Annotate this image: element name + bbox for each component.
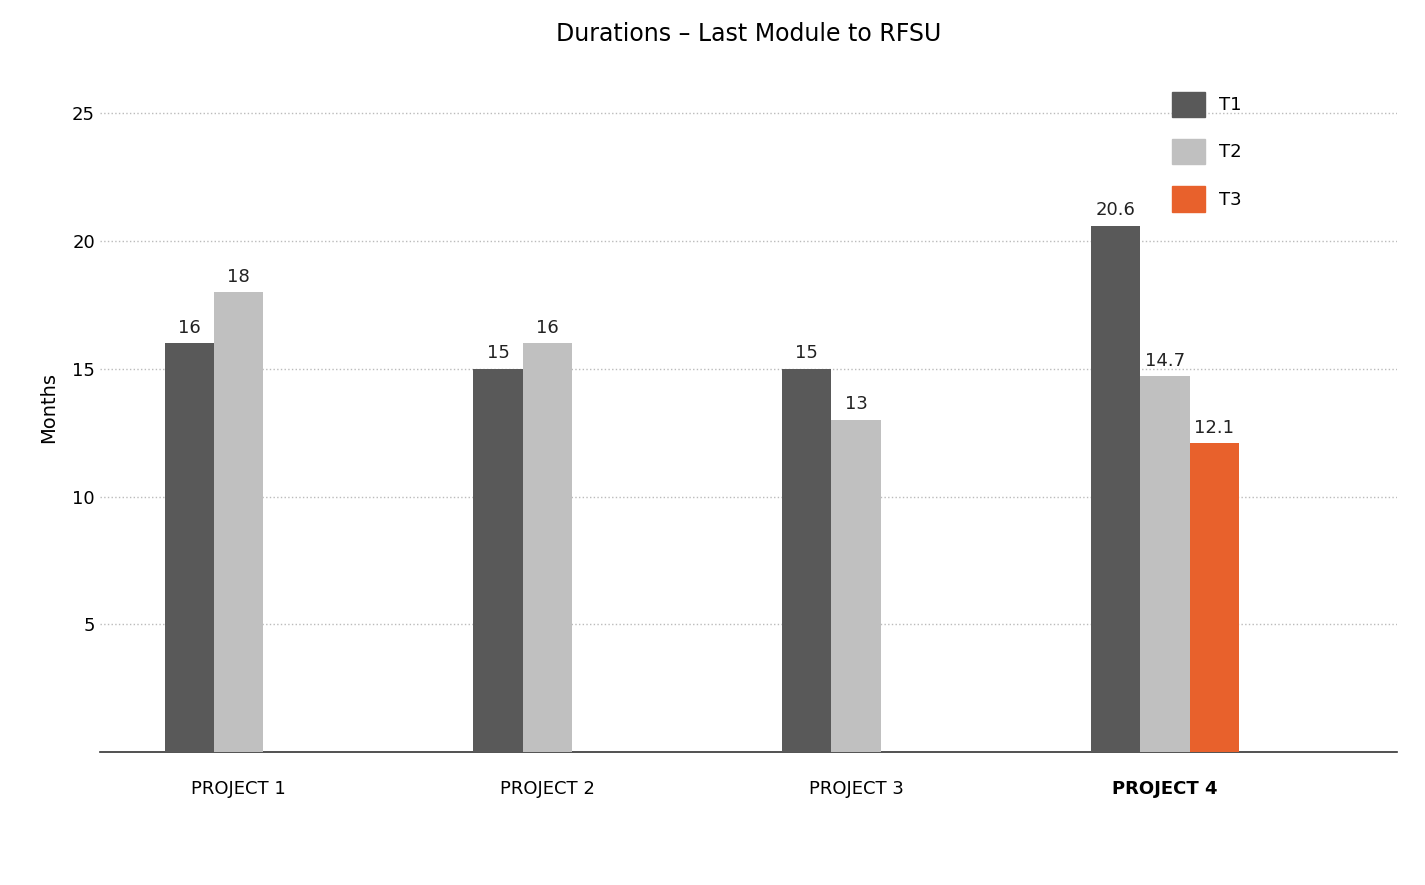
- Text: 15: 15: [795, 344, 818, 362]
- Bar: [164, 343, 214, 752]
- Bar: [523, 343, 571, 752]
- Text: 12.1: 12.1: [1194, 419, 1234, 436]
- Bar: [831, 419, 881, 752]
- Bar: [1140, 376, 1190, 752]
- Text: 16: 16: [178, 319, 201, 337]
- Bar: [214, 292, 264, 752]
- Y-axis label: Months: Months: [38, 372, 58, 442]
- Text: 13: 13: [845, 396, 868, 413]
- Text: 18: 18: [228, 267, 249, 286]
- Text: 14.7: 14.7: [1144, 352, 1186, 370]
- Bar: [1190, 442, 1240, 752]
- Bar: [473, 369, 523, 752]
- Text: 20.6: 20.6: [1096, 201, 1136, 219]
- Bar: [782, 369, 832, 752]
- Bar: [1092, 226, 1140, 752]
- Title: Durations – Last Module to RFSU: Durations – Last Module to RFSU: [556, 22, 940, 46]
- Text: 16: 16: [536, 319, 559, 337]
- Legend: T1, T2, T3: T1, T2, T3: [1173, 92, 1241, 212]
- Text: 15: 15: [486, 344, 510, 362]
